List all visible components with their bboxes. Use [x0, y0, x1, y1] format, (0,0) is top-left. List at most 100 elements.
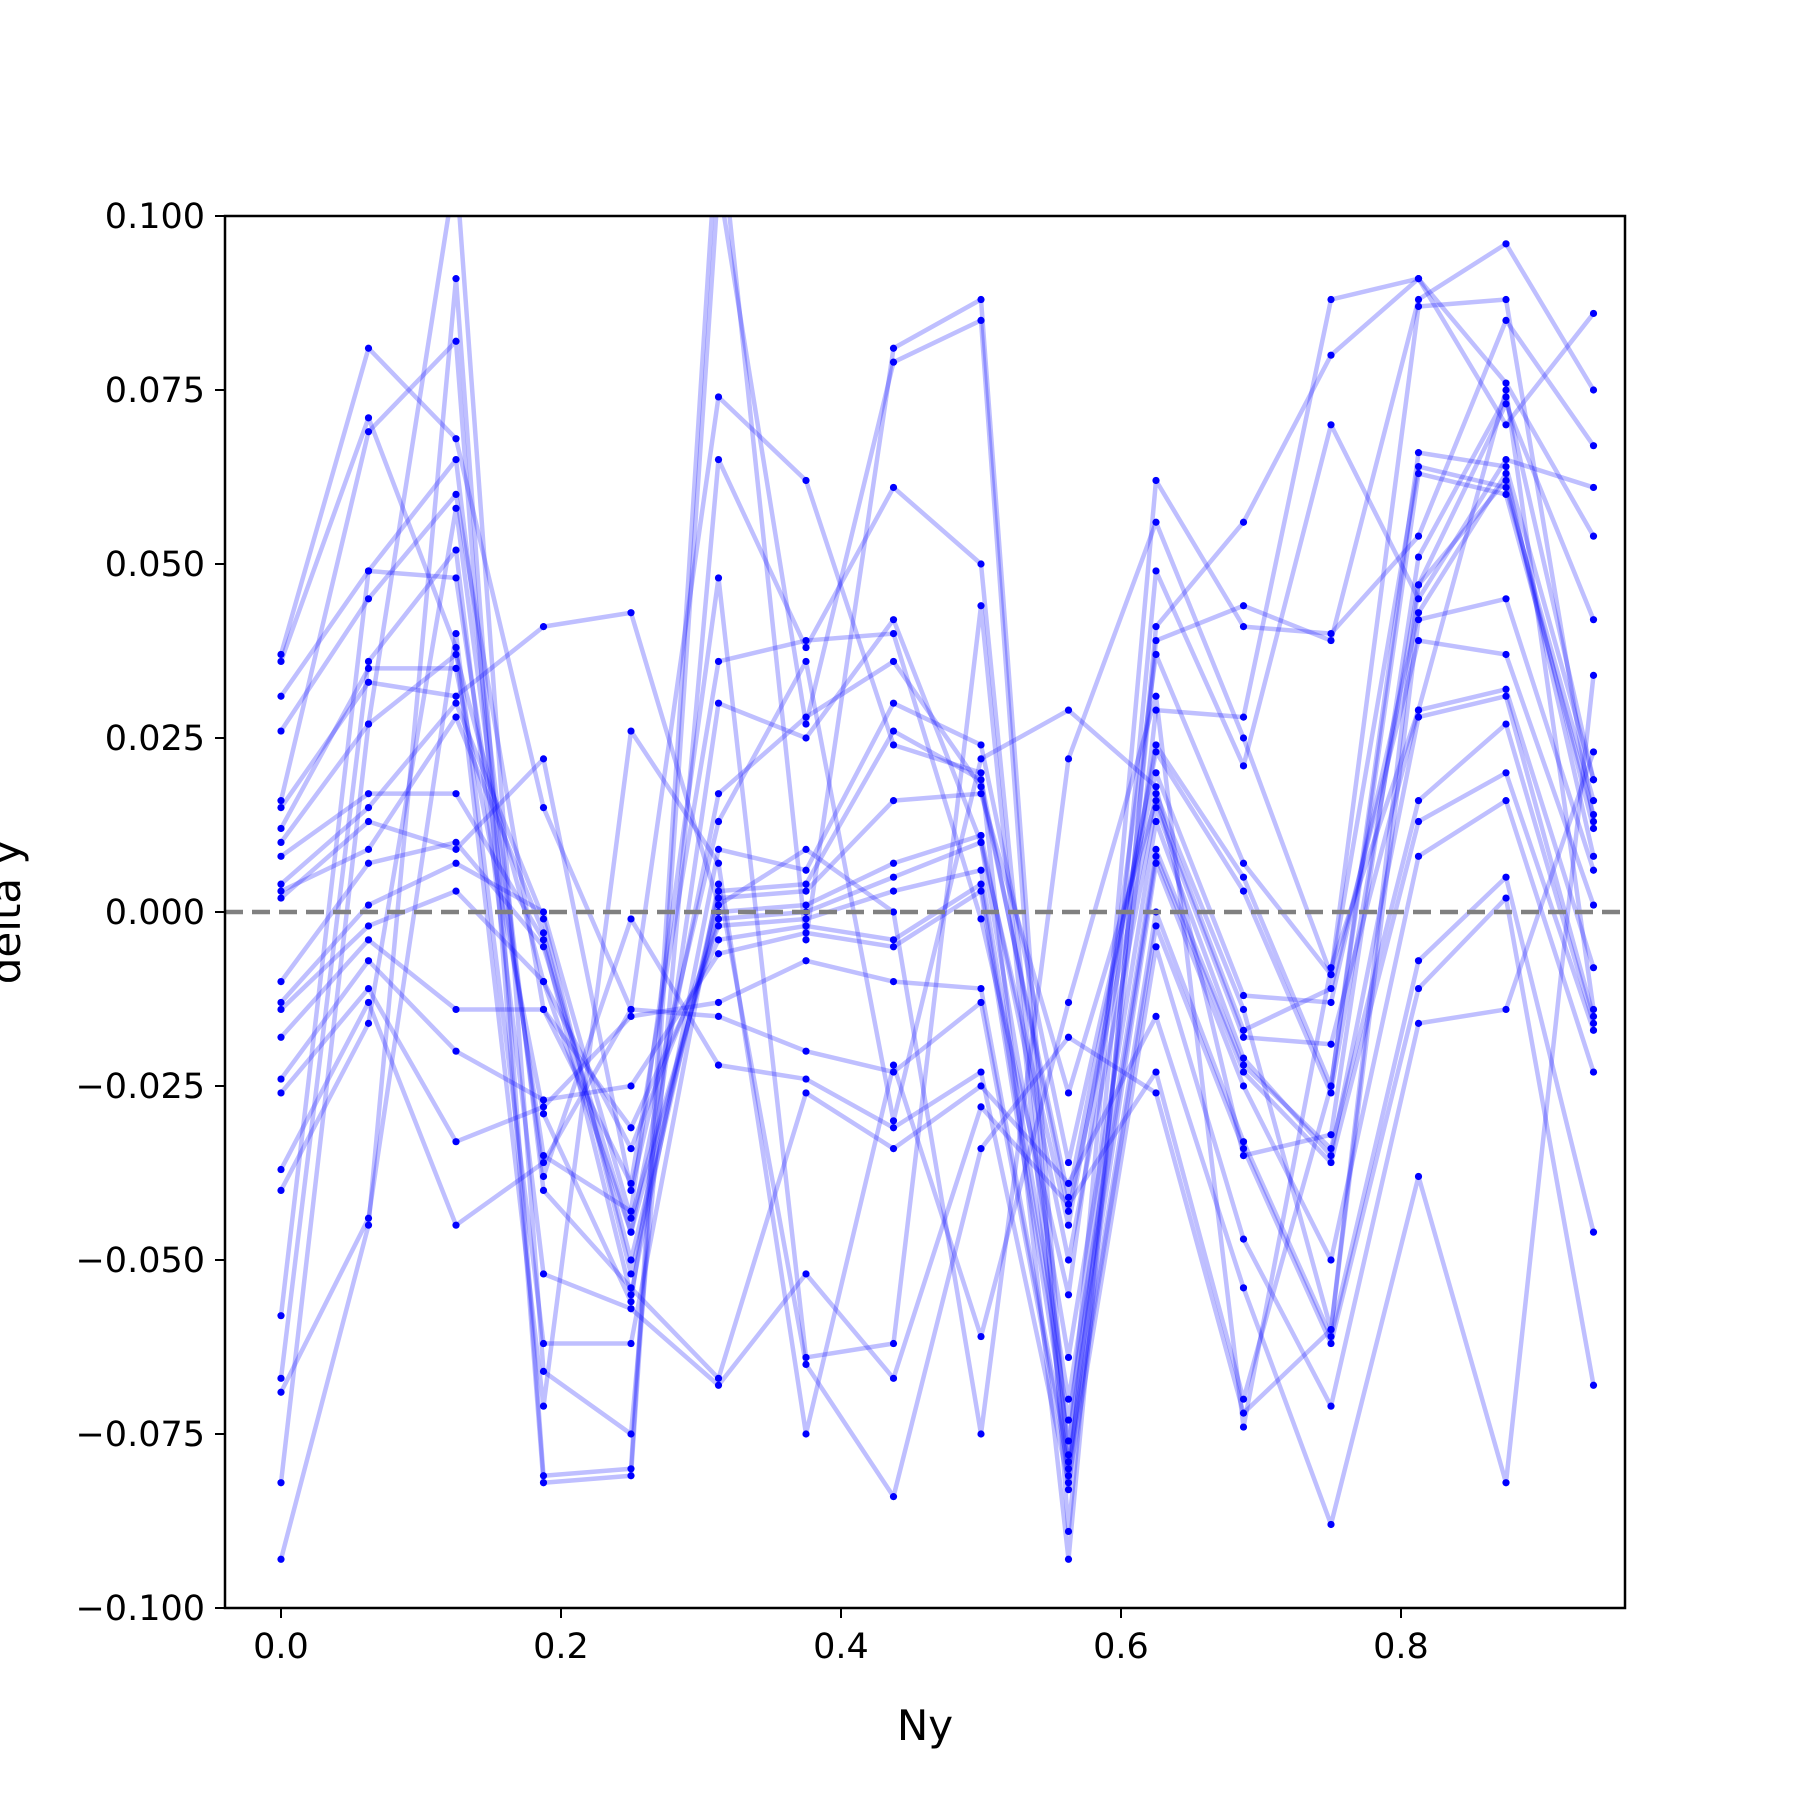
data-point: [802, 1047, 810, 1055]
data-point: [364, 678, 373, 686]
data-point: [1239, 713, 1248, 721]
data-point: [977, 866, 985, 874]
data-point: [889, 908, 898, 916]
data-point: [364, 804, 373, 812]
data-point: [1502, 393, 1510, 401]
data-point: [1152, 741, 1160, 749]
data-point: [1327, 421, 1335, 429]
data-point: [1589, 776, 1598, 784]
data-point: [1064, 1451, 1073, 1459]
data-point: [1064, 1437, 1073, 1445]
data-point: [539, 1103, 548, 1111]
data-point: [1414, 302, 1423, 311]
data-point: [452, 164, 459, 171]
data-point: [802, 476, 810, 485]
data-point: [364, 790, 373, 798]
data-point: [802, 636, 810, 645]
data-point: [1239, 1423, 1248, 1431]
data-point: [889, 1061, 898, 1069]
data-point: [1589, 1381, 1598, 1389]
data-point: [714, 887, 723, 895]
data-point: [277, 1089, 285, 1097]
data-point: [1239, 1033, 1248, 1041]
data-point: [714, 845, 723, 853]
data-point: [1064, 1221, 1073, 1229]
data-point: [977, 1332, 985, 1341]
data-point: [1239, 762, 1248, 770]
data-point: [1502, 720, 1510, 728]
data-point: [1414, 616, 1423, 624]
data-point: [452, 643, 460, 652]
data-point: [1152, 623, 1160, 631]
data-point: [802, 657, 810, 666]
data-point: [1064, 1555, 1073, 1563]
data-point: [1064, 1416, 1073, 1424]
data-point: [1589, 748, 1598, 756]
data-point: [1414, 817, 1423, 826]
data-point: [627, 1228, 635, 1236]
data-point: [977, 1103, 985, 1111]
data-point: [539, 804, 548, 812]
data-point: [1414, 462, 1423, 471]
y-tick-label: 0.100: [105, 197, 205, 237]
data-point: [1502, 650, 1510, 659]
data-point: [1589, 1019, 1598, 1027]
data-point: [802, 720, 810, 728]
data-point: [277, 1555, 285, 1563]
data-point: [977, 1430, 985, 1438]
series-line: [278, 216, 1596, 1483]
data-point: [364, 817, 373, 826]
data-point: [1502, 692, 1510, 700]
data-point: [1152, 706, 1160, 714]
data-point: [1589, 817, 1598, 826]
data-point: [1327, 1082, 1335, 1090]
x-tick-label: 0.6: [1093, 1627, 1149, 1667]
data-point: [1152, 650, 1160, 659]
data-point: [1152, 748, 1160, 756]
data-point: [714, 998, 723, 1007]
data-point: [452, 699, 460, 707]
data-point: [1064, 1089, 1073, 1097]
data-point: [364, 859, 373, 867]
data-point: [1502, 379, 1510, 387]
data-point: [1589, 824, 1598, 833]
series-line: [278, 401, 1596, 1499]
data-point: [277, 1479, 285, 1487]
data-point: [452, 859, 460, 867]
data-point: [1414, 713, 1423, 721]
data-point: [277, 998, 285, 1007]
data-point: [1327, 971, 1335, 979]
data-point: [1502, 483, 1510, 492]
data-point: [1589, 1005, 1598, 1014]
data-point: [539, 1172, 548, 1181]
data-point: [889, 699, 898, 707]
series-line: [279, 478, 1596, 1235]
data-point: [364, 1221, 373, 1229]
data-point: [1152, 790, 1160, 798]
data-point: [715, 108, 722, 115]
data-point: [1414, 449, 1423, 457]
data-point: [1414, 581, 1423, 589]
data-point: [452, 574, 460, 582]
data-point: [539, 929, 548, 937]
data-point: [627, 1284, 635, 1292]
data-point: [539, 943, 548, 951]
data-point: [977, 776, 985, 784]
data-point: [539, 908, 548, 916]
data-point: [977, 783, 985, 791]
data-point: [1502, 462, 1510, 471]
data-point: [889, 483, 898, 492]
y-tick-label: −0.100: [75, 1589, 205, 1629]
data-point: [539, 1152, 548, 1160]
data-point: [1327, 1040, 1335, 1048]
data-point: [277, 838, 285, 847]
data-point: [1064, 1479, 1073, 1487]
data-point: [277, 804, 285, 812]
data-point: [714, 393, 723, 401]
series-line: [279, 693, 1596, 1360]
x-tick-label: 0.0: [253, 1627, 309, 1667]
data-point: [802, 880, 810, 888]
data-point: [977, 755, 985, 763]
data-point: [539, 1096, 548, 1104]
data-point: [714, 1374, 723, 1382]
